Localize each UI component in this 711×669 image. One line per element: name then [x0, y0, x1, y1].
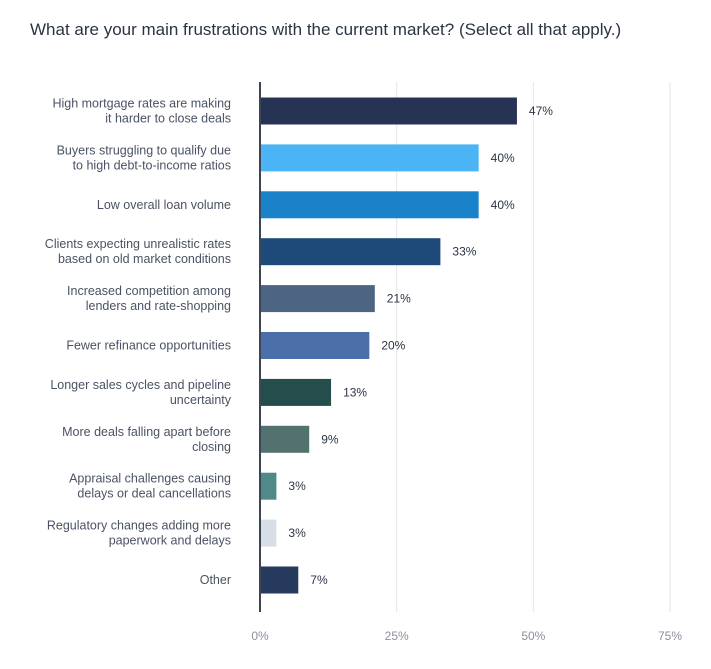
bar [260, 144, 479, 172]
bar [260, 285, 375, 313]
value-label: 7% [310, 573, 328, 587]
bar [260, 97, 517, 125]
bar [260, 425, 310, 453]
value-label: 13% [343, 385, 367, 399]
category-label: High mortgage rates are making it harder … [52, 97, 231, 126]
category-label: Regulatory changes adding more paperwork … [47, 519, 231, 548]
value-label: 3% [288, 479, 306, 493]
value-label: 47% [529, 104, 553, 118]
value-label: 9% [321, 432, 339, 446]
x-tick-label: 0% [251, 629, 269, 643]
bar [260, 238, 441, 266]
bar [260, 519, 277, 547]
category-label: More deals falling apart before closing [62, 425, 231, 454]
category-label: Longer sales cycles and pipeline uncertai… [50, 378, 231, 407]
category-label: Other [200, 573, 231, 587]
bar [260, 332, 370, 359]
category-label: Fewer refinance opportunities [66, 339, 231, 353]
category-label: Increased competition among lenders and r… [67, 284, 231, 313]
category-labels: High mortgage rates are making it harder … [45, 97, 232, 588]
chart-title: What are your main frustrations with the… [30, 20, 622, 39]
bars [260, 97, 517, 594]
value-label: 40% [491, 151, 515, 165]
bar [260, 191, 479, 219]
value-label: 40% [491, 198, 515, 212]
x-tick-label: 75% [658, 629, 682, 643]
value-label: 33% [452, 245, 476, 259]
value-labels: 47% 40% 40% 33% 21% 20% 13% 9% 3% 3% 7% [288, 104, 553, 587]
value-label: 21% [387, 292, 411, 306]
category-label: Appraisal challenges causing delays or de… [69, 472, 231, 501]
value-label: 3% [288, 526, 306, 540]
value-label: 20% [381, 339, 405, 353]
category-label: Clients expecting unrealistic rates based… [45, 237, 231, 266]
x-tick-label: 25% [385, 629, 409, 643]
x-tick-label: 50% [521, 629, 545, 643]
category-label: Low overall loan volume [97, 198, 231, 212]
category-label: Buyers struggling to qualify due to high … [57, 143, 231, 172]
bar [260, 378, 332, 406]
bar [260, 472, 277, 500]
x-axis-ticks: 0% 25% 50% 75% [251, 629, 682, 643]
bar [260, 566, 299, 594]
